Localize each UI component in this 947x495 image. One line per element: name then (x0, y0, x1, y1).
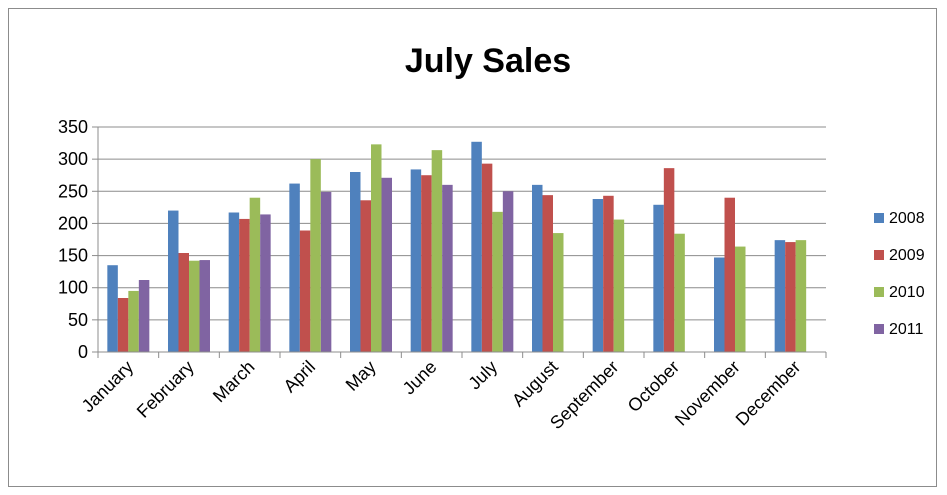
x-tick-label: April (280, 357, 320, 397)
y-tick-label: 300 (58, 149, 88, 169)
axis-layer (92, 126, 827, 358)
legend-label: 2011 (889, 321, 924, 338)
bar-2009-october (663, 168, 675, 352)
y-tick-label: 350 (58, 117, 88, 137)
bar-2008-october (653, 204, 664, 352)
chart-title: July Sales (405, 42, 571, 80)
bar-2008-august (532, 184, 543, 352)
bar-2010-april (310, 159, 321, 352)
bar-2011-march (260, 214, 271, 352)
bar-2010-january (128, 290, 139, 352)
bar-2011-january (138, 280, 150, 352)
bar-2010-october (674, 233, 685, 352)
bar-2011-june (442, 184, 453, 352)
y-tick-label: 150 (58, 246, 88, 266)
bar-2010-june (431, 150, 443, 352)
bar-2009-december (785, 242, 796, 352)
bar-2011-may (381, 177, 392, 352)
x-tick-label: January (78, 357, 137, 416)
x-tick-label: December (732, 357, 805, 430)
bar-2008-april (289, 183, 300, 352)
bar-2011-july (502, 191, 514, 352)
bar-2009-march (239, 218, 250, 352)
bar-2011-february (199, 260, 210, 352)
y-tick-label: 50 (68, 310, 88, 330)
bar-2008-september (592, 199, 604, 352)
legend-swatch-2010 (874, 287, 884, 297)
y-tick-label: 0 (78, 342, 88, 362)
bar-2010-august (553, 233, 564, 352)
legend: 2008 2009 2010 2011 (874, 210, 925, 338)
bar-2009-june (421, 175, 432, 352)
legend-label: 2008 (889, 210, 925, 227)
bar-2011-april (320, 191, 332, 352)
x-tick-label: February (133, 357, 198, 422)
bar-2010-september (613, 219, 625, 352)
bar-2010-may (371, 144, 382, 352)
bar-2008-february (168, 210, 179, 352)
bar-2010-december (795, 240, 807, 352)
bar-2009-september (603, 195, 614, 352)
y-tick-labels: 0 50 100 150 200 250 300 350 (58, 117, 88, 362)
bar-2009-february (178, 253, 189, 352)
x-tick-label: October (624, 357, 683, 416)
x-tick-label: June (399, 357, 441, 399)
bar-2009-august (542, 195, 553, 352)
bar-2010-november (735, 246, 746, 352)
bar-2009-april (299, 230, 311, 352)
bar-2008-december (774, 240, 786, 352)
legend-swatch-2011 (874, 324, 884, 334)
bar-2008-june (410, 169, 422, 352)
bars-layer (107, 141, 807, 352)
legend-label: 2009 (889, 247, 925, 264)
bar-2009-july (481, 163, 493, 352)
y-tick-label: 250 (58, 181, 88, 201)
bar-2008-january (107, 265, 118, 352)
x-tick-label: August (508, 357, 562, 411)
bar-2009-may (360, 200, 371, 352)
bar-2010-march (249, 197, 261, 352)
x-tick-label: July (464, 357, 501, 394)
bar-2009-november (724, 197, 735, 352)
legend-label: 2010 (889, 284, 925, 301)
x-tick-label: March (209, 357, 259, 407)
bar-2008-may (350, 172, 361, 352)
x-tick-label: November (671, 357, 744, 430)
bar-2008-march (228, 212, 240, 352)
legend-swatch-2008 (874, 213, 884, 223)
y-tick-label: 200 (58, 213, 88, 233)
bar-2008-november (714, 257, 725, 352)
bar-2010-february (189, 260, 200, 352)
bar-2010-july (492, 211, 503, 352)
x-tick-label: May (342, 357, 380, 395)
legend-swatch-2009 (874, 250, 884, 260)
bar-2008-july (471, 141, 482, 352)
y-tick-label: 100 (58, 278, 88, 298)
bar-2009-january (117, 298, 129, 352)
grid-layer (98, 126, 826, 321)
